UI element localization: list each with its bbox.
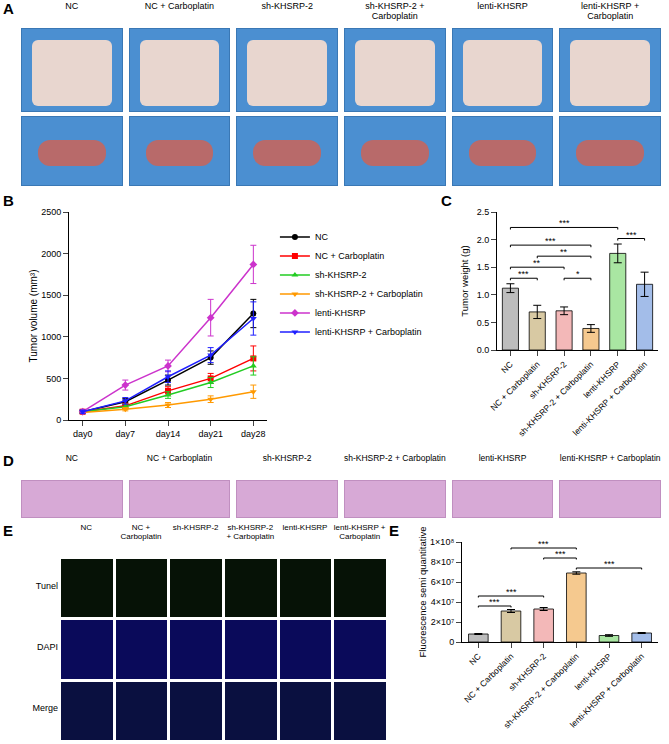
html-text:D: D xyxy=(3,452,14,469)
svg-text:NC + Carboplatin: NC + Carboplatin xyxy=(488,359,542,413)
html-text:C: C xyxy=(441,192,452,209)
svg-text:***: *** xyxy=(559,218,570,228)
svg-text:NC: NC xyxy=(467,651,483,667)
svg-text:***: *** xyxy=(518,269,529,279)
svg-text:sh-KHSRP-2: sh-KHSRP-2 xyxy=(507,651,549,693)
svg-text:sh-KHSRP-2 + Carboplatin: sh-KHSRP-2 + Carboplatin xyxy=(315,289,423,299)
svg-text:2500: 2500 xyxy=(41,207,61,217)
html-text:E: E xyxy=(389,522,399,539)
html-text:NC + Carboplatin: NC + Carboplatin xyxy=(120,523,162,541)
html-text:sh-KHSRP-2: sh-KHSRP-2 xyxy=(172,523,219,532)
html-text:sh-KHSRP-2 + Carboplatin: sh-KHSRP-2 + Carboplatin xyxy=(365,1,425,21)
svg-text:sh-KHSRP-2 + Carboplatin: sh-KHSRP-2 + Carboplatin xyxy=(516,359,595,438)
svg-text:***: *** xyxy=(489,597,500,607)
svg-text:lenti-KHSRP + Carboplatin: lenti-KHSRP + Carboplatin xyxy=(315,327,422,337)
svg-text:Tumor weight (g): Tumor weight (g) xyxy=(459,245,470,316)
svg-text:day0: day0 xyxy=(73,429,93,439)
html-text:DAPI: DAPI xyxy=(37,642,58,652)
html-text:NC: NC xyxy=(65,453,78,463)
svg-text:***: *** xyxy=(555,549,566,559)
html-text:E: E xyxy=(3,522,13,539)
svg-text:0: 0 xyxy=(449,637,454,647)
svg-text:2.0: 2.0 xyxy=(477,235,490,245)
html-text:sh-KHSRP-2: sh-KHSRP-2 xyxy=(262,453,312,463)
svg-text:8×10⁷: 8×10⁷ xyxy=(431,557,455,567)
svg-text:***: *** xyxy=(506,587,517,597)
svg-text:0.5: 0.5 xyxy=(477,318,490,328)
svg-text:1500: 1500 xyxy=(41,290,61,300)
html-text:lenti-KHSRP: lenti-KHSRP xyxy=(282,523,328,532)
svg-text:0: 0 xyxy=(56,415,61,425)
svg-text:Tumor volume (mm³): Tumor volume (mm³) xyxy=(28,270,39,363)
svg-text:1000: 1000 xyxy=(41,332,61,342)
svg-text:***: *** xyxy=(545,236,556,246)
svg-text:2×10⁷: 2×10⁷ xyxy=(431,617,455,627)
svg-text:day28: day28 xyxy=(241,429,266,439)
svg-text:sh-KHSRP-2: sh-KHSRP-2 xyxy=(315,270,367,280)
html-text:lenti-KHSRP + Carboplatin: lenti-KHSRP + Carboplatin xyxy=(333,523,386,541)
html-text:Merge: Merge xyxy=(32,703,58,714)
svg-text:day21: day21 xyxy=(198,429,223,439)
svg-text:***: *** xyxy=(604,559,615,569)
svg-text:*: * xyxy=(576,269,580,279)
html-text:A: A xyxy=(3,0,14,17)
svg-text:1.0: 1.0 xyxy=(477,290,490,300)
svg-text:NC + Carboplatin: NC + Carboplatin xyxy=(462,651,516,705)
html-text:B: B xyxy=(3,192,14,209)
svg-text:NC: NC xyxy=(315,232,328,242)
html-text:Tunel: Tunel xyxy=(35,580,58,591)
html-text:sh-KHSRP-2: sh-KHSRP-2 xyxy=(261,1,313,11)
html-text:lenti-KHSRP: lenti-KHSRP xyxy=(478,453,527,463)
svg-text:**: ** xyxy=(560,247,568,257)
svg-text:day14: day14 xyxy=(156,429,181,439)
html-text:sh-KHSRP-2 + Carboplatin: sh-KHSRP-2 + Carboplatin xyxy=(343,453,446,463)
html-text:NC + Carboplatin: NC + Carboplatin xyxy=(146,453,213,463)
svg-text:***: *** xyxy=(626,230,637,240)
html-text:lenti-KHSRP + Carboplatin: lenti-KHSRP + Carboplatin xyxy=(559,453,661,463)
svg-text:0.0: 0.0 xyxy=(477,345,490,355)
svg-text:500: 500 xyxy=(46,374,61,384)
svg-text:day7: day7 xyxy=(116,429,136,439)
svg-text:***: *** xyxy=(538,539,549,549)
svg-text:NC + Carboplatin: NC + Carboplatin xyxy=(315,251,384,261)
svg-text:2.5: 2.5 xyxy=(477,207,490,217)
svg-text:1×10⁸: 1×10⁸ xyxy=(430,537,454,547)
html-text:sh-KHSRP-2 + Carboplatin: sh-KHSRP-2 + Carboplatin xyxy=(226,523,275,541)
html-text:NC: NC xyxy=(65,1,79,11)
svg-text:lenti-KHSRP: lenti-KHSRP xyxy=(315,308,366,318)
svg-text:NC: NC xyxy=(499,359,515,375)
svg-text:sh-KHSRP-2: sh-KHSRP-2 xyxy=(527,359,569,401)
svg-text:lenti-KHSRP: lenti-KHSRP xyxy=(573,651,614,692)
svg-text:2000: 2000 xyxy=(41,249,61,259)
svg-text:lenti-KHSRP + Carboplatin: lenti-KHSRP + Carboplatin xyxy=(571,359,649,437)
html-text:NC + Carboplatin: NC + Carboplatin xyxy=(144,1,215,11)
svg-text:lenti-KHSRP: lenti-KHSRP xyxy=(581,359,622,400)
svg-text:4×10⁷: 4×10⁷ xyxy=(431,597,455,607)
html-text:lenti-KHSRP + Carboplatin: lenti-KHSRP + Carboplatin xyxy=(581,1,640,21)
html-text:lenti-KHSRP: lenti-KHSRP xyxy=(477,1,528,11)
svg-text:sh-KHSRP-2 + Carboplatin: sh-KHSRP-2 + Carboplatin xyxy=(502,651,581,730)
html-text:NC: NC xyxy=(80,523,93,532)
svg-text:lenti-KHSRP + Carboplatin: lenti-KHSRP + Carboplatin xyxy=(568,651,646,729)
svg-text:Fluorescence semi quantitative: Fluorescence semi quantitative xyxy=(417,527,428,658)
svg-text:1.5: 1.5 xyxy=(477,262,490,272)
svg-text:**: ** xyxy=(533,258,541,268)
svg-text:6×10⁷: 6×10⁷ xyxy=(431,577,455,587)
